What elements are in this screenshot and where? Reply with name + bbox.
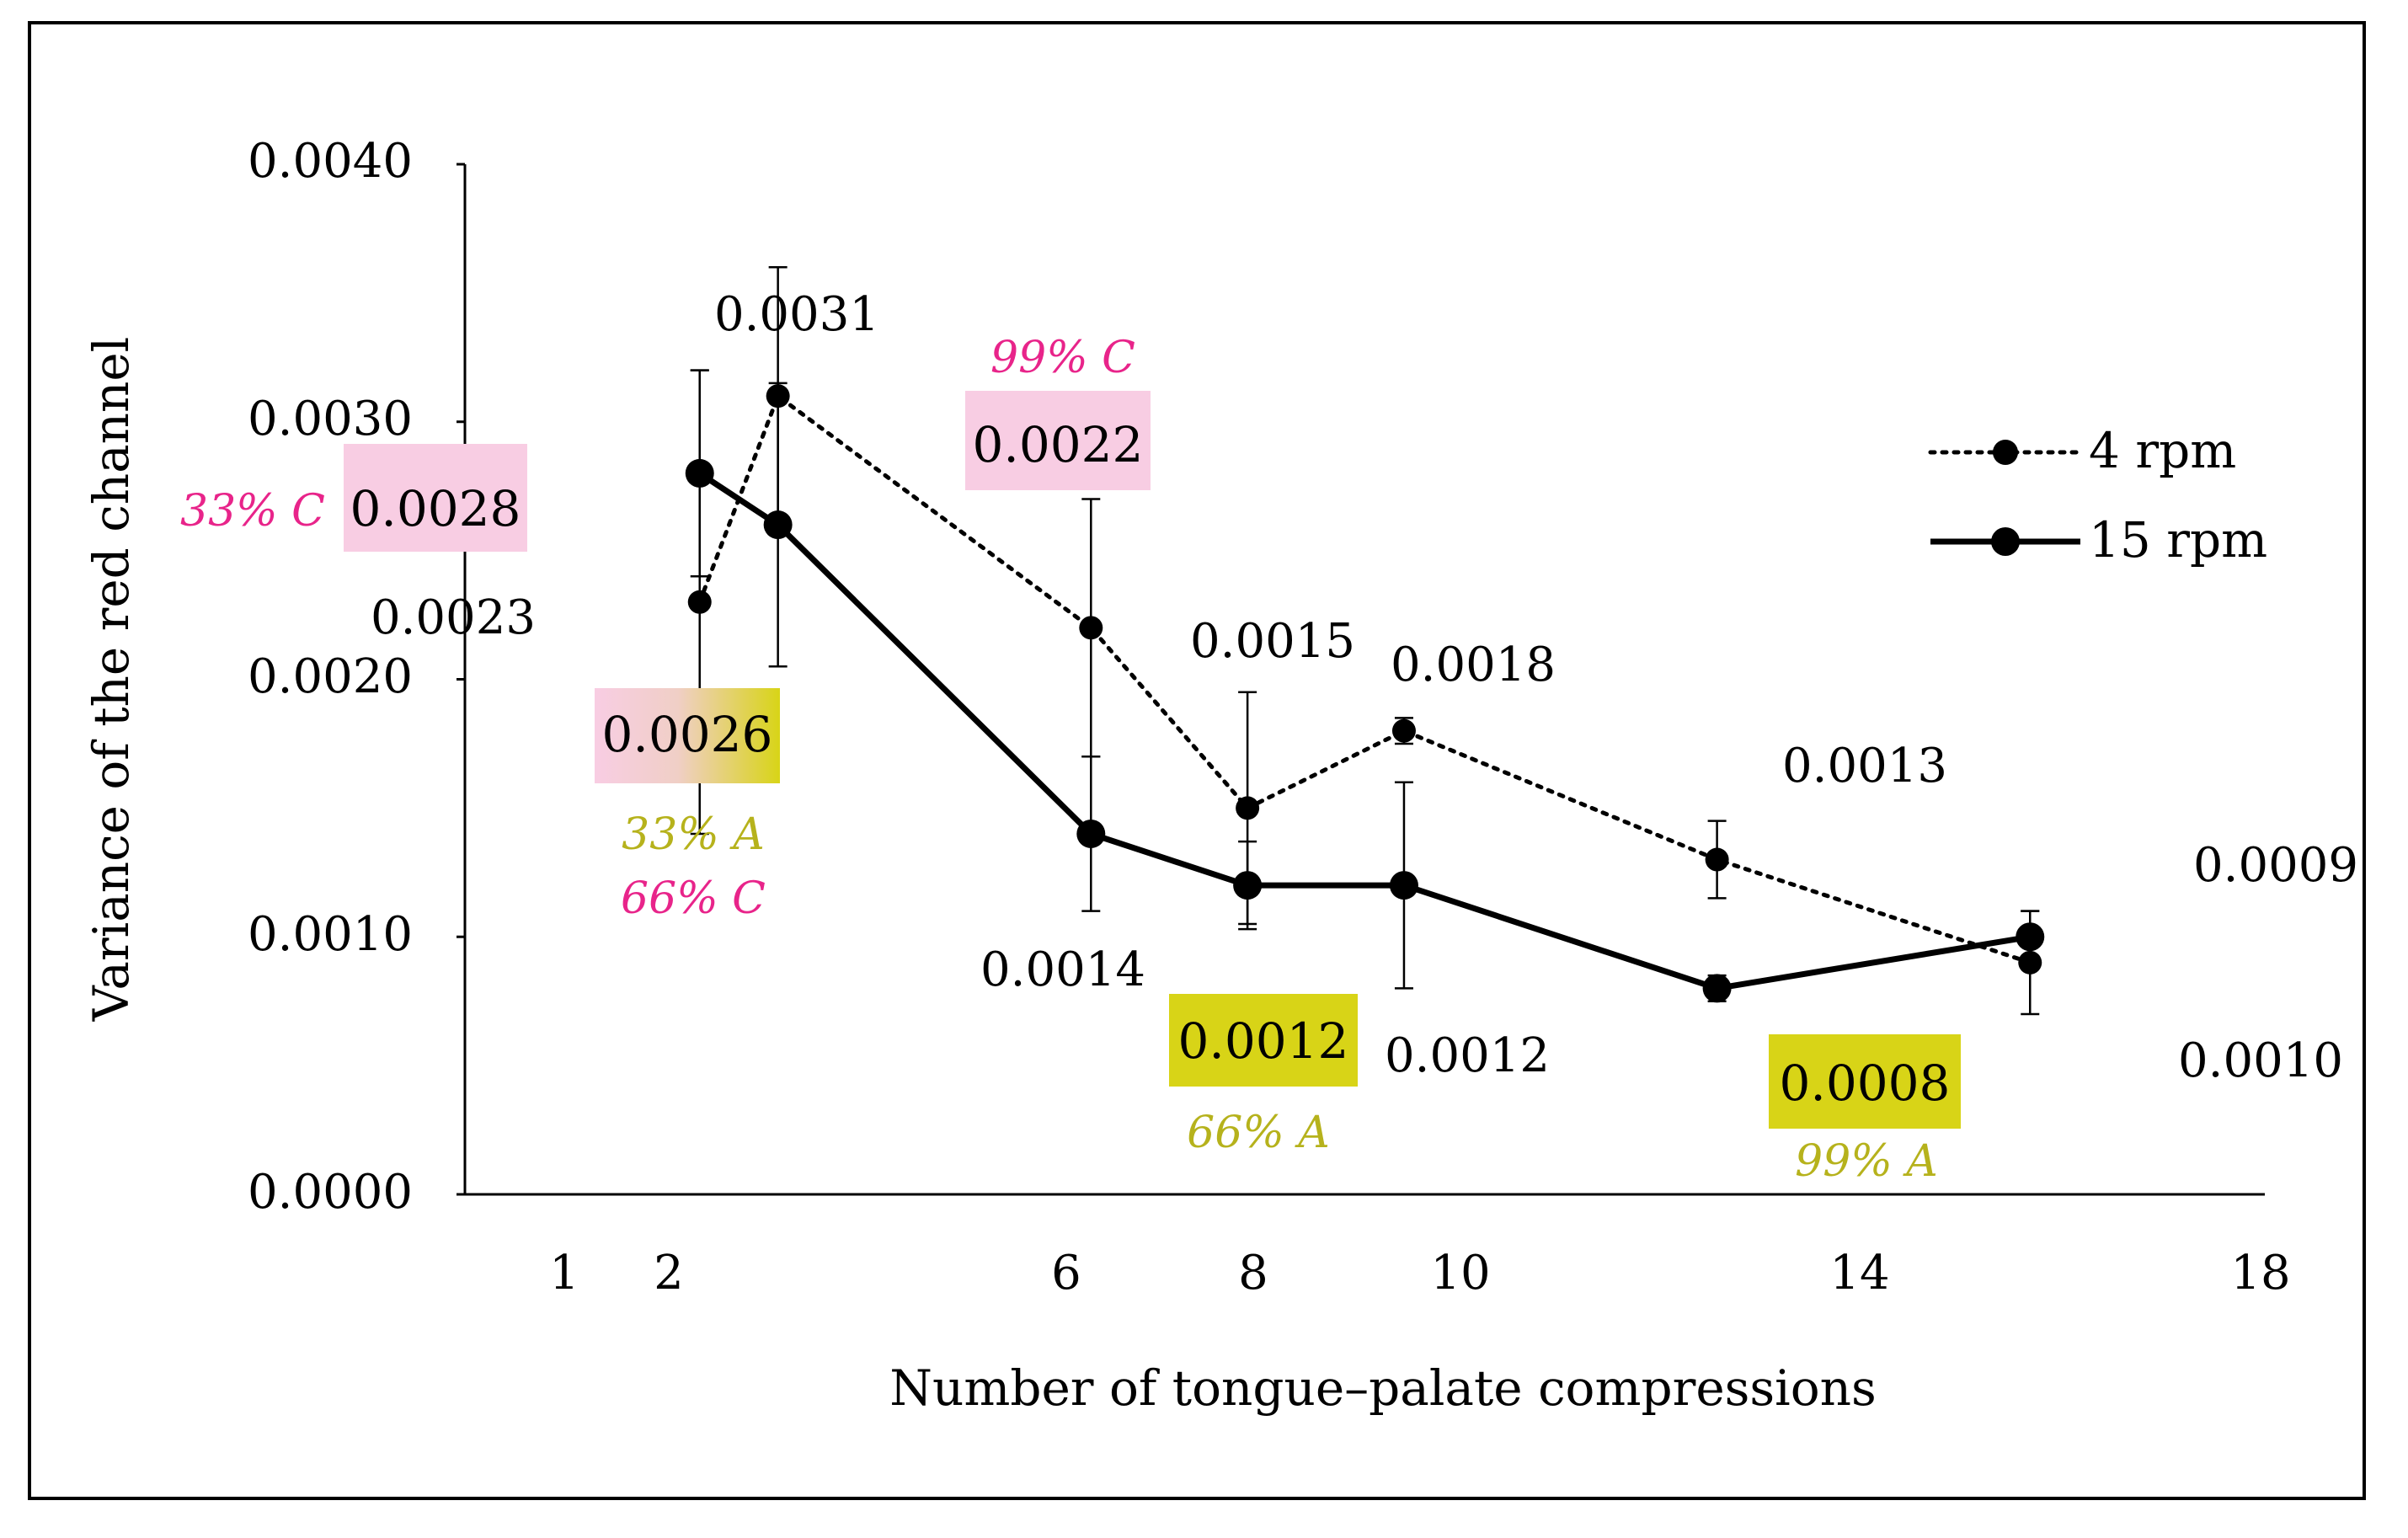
data-point-4rpm	[2018, 950, 2042, 975]
y-tick-label: 0.0040	[248, 134, 413, 189]
data-label-4rpm: 0.0023	[371, 590, 536, 645]
data-point-15rpm	[685, 458, 714, 488]
highlight-box	[965, 391, 1151, 490]
data-point-15rpm	[1702, 974, 1732, 1003]
data-point-4rpm	[1391, 718, 1416, 743]
annotation-99a: 99% A	[1795, 1136, 1938, 1187]
data-label-4rpm: 0.0022	[973, 416, 1144, 473]
legend-marker-15rpm	[1991, 527, 2020, 556]
data-label-4rpm: 0.0015	[1190, 614, 1355, 669]
data-label-4rpm: 0.0031	[714, 287, 879, 342]
data-point-4rpm	[766, 384, 790, 409]
highlight-box	[595, 688, 780, 783]
data-label-4rpm: 0.0013	[1782, 739, 1947, 793]
data-label-15rpm: 0.0026	[602, 706, 773, 763]
y-axis-title: Variance of the red channel	[83, 337, 140, 1022]
data-label-15rpm: 0.0010	[2178, 1033, 2343, 1088]
annotation-99c: 99% C	[990, 333, 1135, 383]
legend-marker-4rpm	[1993, 440, 2018, 465]
data-label-15rpm: 0.0012	[1385, 1028, 1550, 1083]
data-label-15rpm: 0.0012	[1178, 1012, 1349, 1070]
x-tick-label: 8	[1238, 1246, 1268, 1300]
y-tick-label: 0.0020	[248, 649, 413, 704]
annotation-33a: 33% A	[622, 809, 765, 860]
data-label-15rpm: 0.0014	[980, 943, 1145, 997]
highlight-box	[344, 444, 527, 552]
highlight-box	[1769, 1034, 1961, 1129]
legend-label-15rpm: 15 rpm	[2089, 511, 2267, 569]
x-tick-label: 1	[549, 1246, 579, 1300]
data-point-4rpm	[1079, 616, 1103, 640]
legend-label-4rpm: 4 rpm	[2089, 422, 2236, 479]
data-point-15rpm	[1076, 819, 1106, 848]
x-tick-label: 6	[1051, 1246, 1081, 1300]
annotation-33c: 33% C	[180, 486, 325, 537]
data-point-15rpm	[1389, 871, 1418, 900]
x-tick-label: 2	[654, 1246, 684, 1300]
y-tick-label: 0.0010	[248, 907, 413, 962]
data-point-4rpm	[687, 590, 712, 614]
data-point-4rpm	[1705, 847, 1729, 872]
data-point-15rpm	[2016, 922, 2045, 952]
x-axis-title: Number of tongue–palate compressions	[889, 1359, 1877, 1417]
legend: 4 rpm 15 rpm	[1928, 422, 2267, 569]
x-tick-label: 14	[1829, 1246, 1889, 1300]
chart-frame	[28, 21, 2366, 1500]
data-point-4rpm	[1236, 796, 1260, 820]
x-tick-label: 10	[1430, 1246, 1490, 1300]
data-point-15rpm	[763, 510, 793, 540]
highlight-box	[1169, 994, 1358, 1087]
y-tick-label: 0.0030	[248, 392, 413, 446]
series-line-4rpm	[697, 393, 2032, 965]
data-label-4rpm: 0.0009	[2193, 838, 2358, 893]
annotation-66c: 66% C	[621, 873, 766, 924]
x-tick-label: 18	[2230, 1246, 2290, 1300]
series-line-15rpm	[697, 470, 2031, 991]
y-tick-label: 0.0000	[248, 1165, 413, 1220]
data-label-15rpm: 0.0028	[350, 480, 521, 537]
data-point-15rpm	[1233, 871, 1263, 900]
data-label-4rpm: 0.0018	[1391, 638, 1556, 692]
data-label-15rpm: 0.0008	[1780, 1055, 1951, 1112]
annotation-66a: 66% A	[1187, 1108, 1330, 1158]
